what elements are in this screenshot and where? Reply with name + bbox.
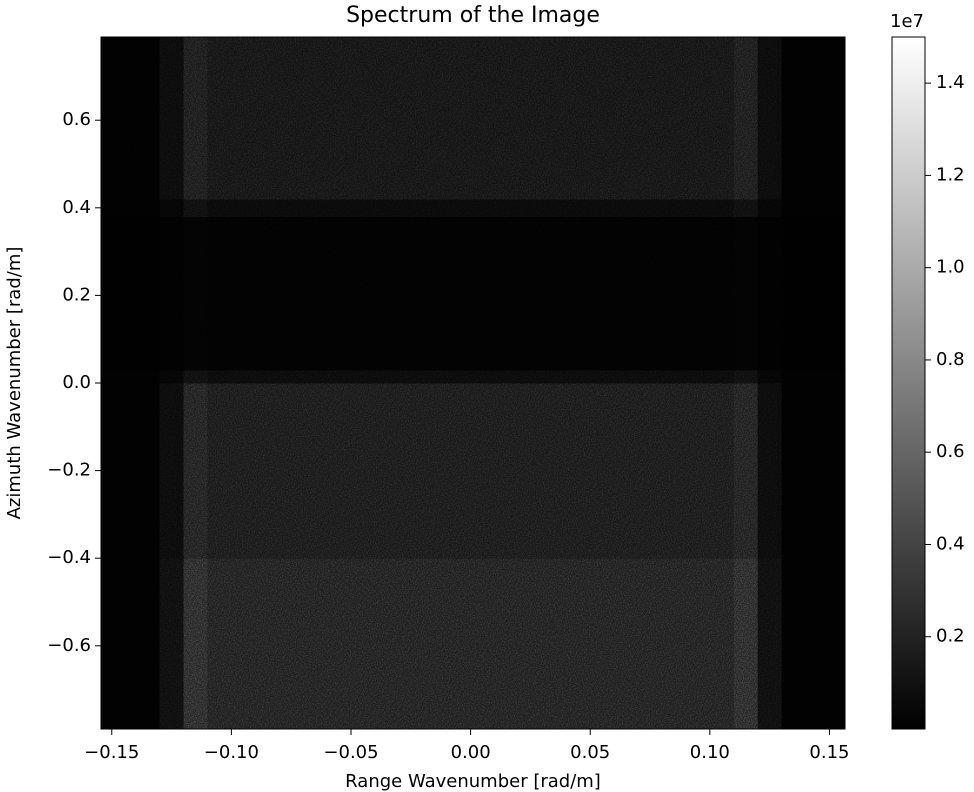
colorbar <box>891 36 926 730</box>
colorbar-tick-label: 1.2 <box>936 164 965 185</box>
y-tick-label: −0.4 <box>47 547 91 568</box>
x-axis-label: Range Wavenumber [rad/m] <box>345 771 601 792</box>
x-tick-label: −0.05 <box>323 742 378 763</box>
x-tick-label: 0.10 <box>690 742 730 763</box>
x-tick-label: −0.10 <box>204 742 259 763</box>
x-tick-label: 0.15 <box>809 742 849 763</box>
colorbar-tick-label: 0.8 <box>936 349 965 370</box>
x-tick-label: 0.05 <box>570 742 610 763</box>
y-tick-label: −0.2 <box>47 460 91 481</box>
colorbar-tick-label: 0.2 <box>936 626 965 647</box>
y-tick-label: 0.4 <box>62 197 91 218</box>
y-tick-label: 0.6 <box>62 109 91 130</box>
colorbar-tick-label: 0.6 <box>936 441 965 462</box>
chart-title: Spectrum of the Image <box>346 3 600 28</box>
y-axis-label: Azimuth Wavenumber [rad/m] <box>4 247 25 520</box>
colorbar-tick-label: 0.4 <box>936 533 965 554</box>
x-tick-label: −0.15 <box>84 742 139 763</box>
colorbar-offset: 1e7 <box>890 11 924 32</box>
colorbar-tick-label: 1.0 <box>936 257 965 278</box>
colorbar-tick-label: 1.4 <box>936 72 965 93</box>
x-tick-label: 0.00 <box>451 742 491 763</box>
y-tick-label: 0.2 <box>62 284 91 305</box>
y-tick-label: 0.0 <box>62 372 91 393</box>
texture <box>101 37 845 729</box>
y-tick-label: −0.6 <box>47 635 91 656</box>
